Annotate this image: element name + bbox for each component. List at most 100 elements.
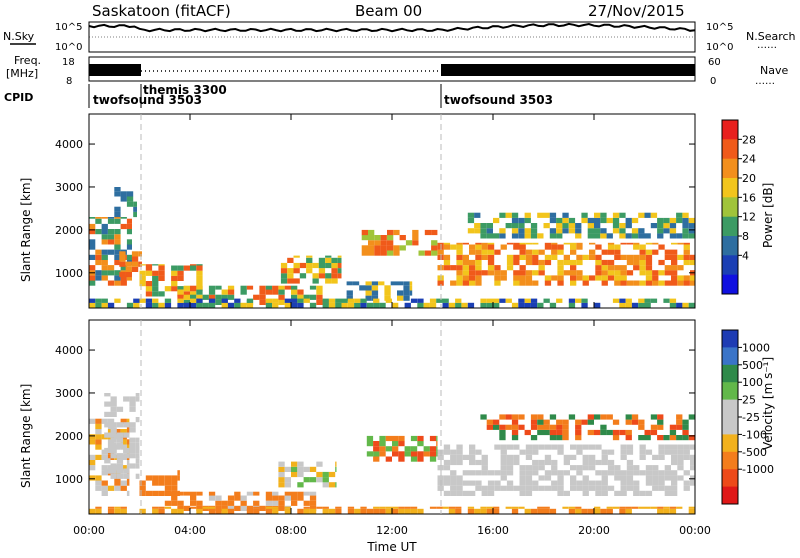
heatmap-cell xyxy=(551,470,558,476)
heatmap-cell xyxy=(417,451,424,457)
heatmap-cell xyxy=(638,419,645,425)
heatmap-cell xyxy=(265,506,273,509)
heatmap-cell xyxy=(265,508,273,514)
heatmap-cell xyxy=(682,429,689,436)
noise-right-label: N.Search xyxy=(746,30,796,43)
heatmap-cell xyxy=(513,444,520,450)
heatmap-cell xyxy=(633,244,640,250)
heatmap-cell xyxy=(101,265,108,271)
heatmap-cell xyxy=(663,223,670,229)
heatmap-cell xyxy=(335,461,337,467)
heatmap-cell xyxy=(525,480,533,486)
heatmap-cell xyxy=(331,257,338,263)
heatmap-cell xyxy=(568,223,576,229)
heatmap-cell xyxy=(456,449,463,455)
heatmap-cell xyxy=(537,424,544,430)
heatmap-cell xyxy=(171,495,178,501)
heatmap-cell xyxy=(525,490,533,496)
heatmap-cell xyxy=(120,418,127,424)
heatmap-cell xyxy=(107,302,115,308)
heatmap-cell xyxy=(429,446,437,452)
heatmap-cell xyxy=(582,485,589,491)
heatmap-cell xyxy=(499,233,506,239)
heatmap-cell xyxy=(614,270,621,276)
heatmap-cell xyxy=(291,298,298,303)
heatmap-cell xyxy=(89,434,96,440)
freq-tick-right-bottom: 0 xyxy=(710,76,716,87)
heatmap-cell xyxy=(126,239,132,245)
heatmap-cell xyxy=(101,217,108,219)
heatmap-cell xyxy=(126,275,132,281)
date-label: 27/Nov/2015 xyxy=(588,2,685,20)
heatmap-cell xyxy=(110,406,117,412)
heatmap-cell xyxy=(371,281,379,286)
heatmap-cell xyxy=(500,485,507,491)
heatmap-cell xyxy=(652,480,659,486)
heatmap-cell xyxy=(669,506,677,509)
heatmap-cell xyxy=(89,265,96,271)
heatmap-cell xyxy=(513,242,520,245)
heatmap-cell xyxy=(278,289,285,295)
heatmap-cell xyxy=(620,280,627,286)
heatmap-cell xyxy=(677,444,684,450)
heatmap-cell xyxy=(683,280,690,286)
heatmap-cell xyxy=(183,505,190,511)
heatmap-cell xyxy=(563,242,570,245)
heatmap-cell xyxy=(366,451,374,457)
heatmap-cell xyxy=(589,480,596,486)
heatmap-cell xyxy=(221,500,228,506)
colorbar-swatch xyxy=(722,434,738,453)
heatmap-cell xyxy=(576,242,583,245)
heatmap-cell xyxy=(126,254,132,260)
heatmap-cell xyxy=(664,449,671,455)
heatmap-cell xyxy=(403,285,410,291)
heatmap-cell xyxy=(543,508,550,514)
heatmap-cell xyxy=(537,429,544,436)
heatmap-cell xyxy=(570,270,577,276)
heatmap-cell xyxy=(107,508,115,514)
heatmap-cell xyxy=(322,506,329,509)
heatmap-cell xyxy=(392,441,399,447)
heatmap-cell xyxy=(120,265,127,271)
heatmap-cell xyxy=(549,212,557,218)
heatmap-cell xyxy=(291,289,298,295)
heatmap-cell xyxy=(412,240,419,246)
heatmap-cell xyxy=(352,281,360,286)
heatmap-cell xyxy=(312,262,319,269)
heatmap-cell xyxy=(556,435,563,441)
heatmap-cell xyxy=(557,259,564,266)
heatmap-cell xyxy=(518,414,525,420)
heatmap-cell xyxy=(657,414,664,420)
heatmap-cell xyxy=(575,298,582,303)
heatmap-cell xyxy=(543,298,550,303)
heatmap-cell xyxy=(499,429,506,436)
heatmap-cell xyxy=(397,281,404,286)
heatmap-cell xyxy=(337,273,342,279)
heatmap-cell xyxy=(442,506,449,509)
heatmap-cell xyxy=(650,506,658,509)
heatmap-cell xyxy=(595,259,602,266)
heatmap-cell xyxy=(152,508,159,514)
heatmap-cell xyxy=(671,242,678,245)
heatmap-cell xyxy=(568,228,576,234)
heatmap-cell xyxy=(278,285,285,290)
heatmap-cell xyxy=(676,424,683,430)
heatmap-cell xyxy=(221,298,228,303)
heatmap-cell xyxy=(690,475,695,481)
heatmap-cell xyxy=(480,414,487,420)
heatmap-cell xyxy=(120,223,127,230)
heatmap-cell xyxy=(614,470,621,476)
heatmap-cell xyxy=(671,275,678,281)
heatmap-cell xyxy=(374,235,381,241)
heatmap-cell xyxy=(110,427,117,433)
heatmap-cell xyxy=(519,265,526,271)
heatmap-cell xyxy=(575,424,582,430)
heatmap-cell xyxy=(551,459,558,466)
heatmap-cell xyxy=(379,508,386,514)
heatmap-cell xyxy=(544,459,552,466)
heatmap-cell xyxy=(595,459,602,466)
heatmap-cell xyxy=(462,490,469,496)
heatmap-cell xyxy=(158,265,165,271)
heatmap-cell xyxy=(443,265,451,271)
heatmap-cell xyxy=(469,259,476,266)
